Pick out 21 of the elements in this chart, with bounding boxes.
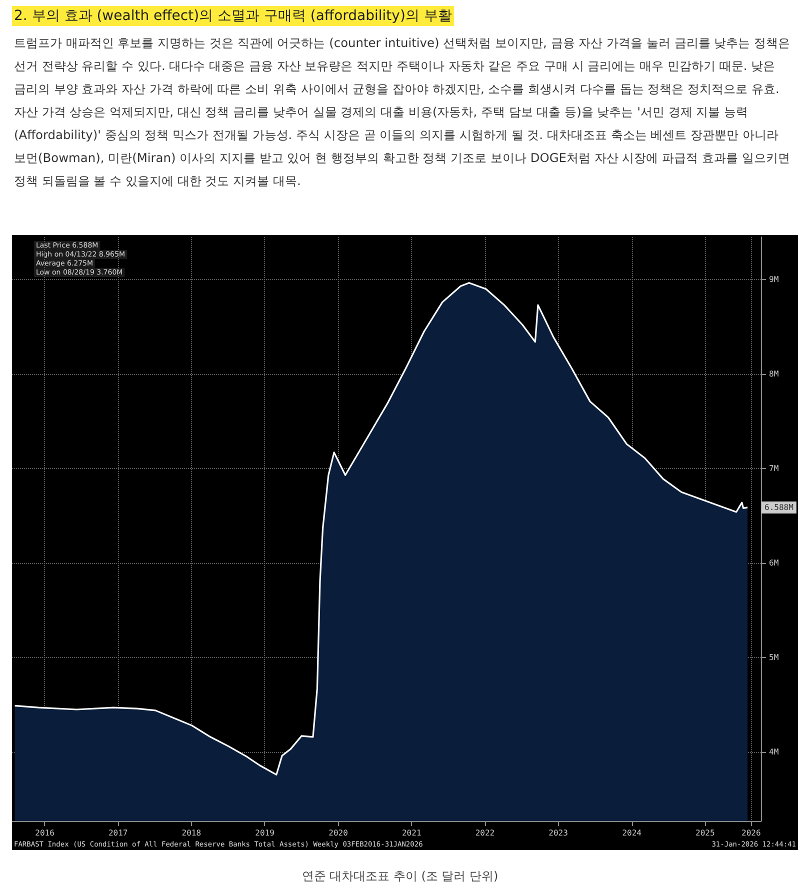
annotation: 6.588M: [764, 502, 794, 512]
y-tick-label: 9M: [769, 275, 779, 284]
y-tick-label: 5M: [769, 653, 779, 662]
x-tick-label: 2025: [696, 828, 715, 838]
x-tick-label: 2016: [35, 828, 55, 838]
x-tick-label: 2023: [548, 828, 568, 838]
chart-title: 2. 부의 효과 (wealth effect)의 소멸과 구매력 (affordability)의 부활: [12, 6, 454, 26]
x-tick-label: 2024: [622, 828, 642, 838]
y-tick-label: 4M: [769, 748, 779, 757]
x-tick-label: 2018: [182, 828, 202, 838]
y-tick-label: 7M: [769, 464, 779, 474]
x-tick-label: 2020: [328, 828, 348, 838]
x-tick-label: 2017: [108, 828, 128, 838]
y-tick-label: 8M: [769, 370, 779, 379]
x-tick-label: 2021: [402, 828, 422, 838]
text: 연준 대차대조표 추이 (조 달러 단위): [300, 868, 500, 885]
y-tick-label: 6M: [769, 558, 779, 568]
chart-subtitle: 트럼프가 매파적인 후보를 지명하는 것은 직관에 어긋하는 (counter intuitive) 선택처럼 보이지만, 금융 자산 가격을 눌러 금리를 낮추는 정책은 선거 전략상 유리할 수 있다. 대다수 대중은 금융 자산 보유량은 적지만 주택이나 자동차 같은 주요 구매 시 금리에는 매우 민감하기 때문. 낮은 금리의 부양 효과와 자산 가격 하락에 따른 소비 위축 사이에서 균형을 잡아야 하겠지만, 소수를 희생시켜 다수를 돕는 정책은 정치적으로 유효. 자산 가격 상승은 억제되지만, 대신 정책 금리를 낮추어 실물 경제의 대출 비용(자동차, 주택 담보 대출 등)을 낮추는 '서민 경제 지불 능력(Affordability)' 중심의 정책 믹스가 전개될 가능성. 주식 시장은 곧 이들의 의지를 시험하게 될 것. 대차대조표 축소는 베센트 장관뿐만 아니라 보먼(Bowman), 미란(Miran) 이사의 지지를 받고 있어 현 행정부의 확고한 정책 기조로 보이나 DOGE처럼 자산 시장에 파급적 효과를 일으키면 정책 되돌림을 볼 수 있을지에 대한 것도 지켜볼 대목.: [14, 35, 790, 190]
x-tick-label: 2019: [255, 828, 275, 838]
x-tick-label: 2022: [475, 828, 495, 838]
x-tick-label: 2026: [742, 828, 761, 838]
